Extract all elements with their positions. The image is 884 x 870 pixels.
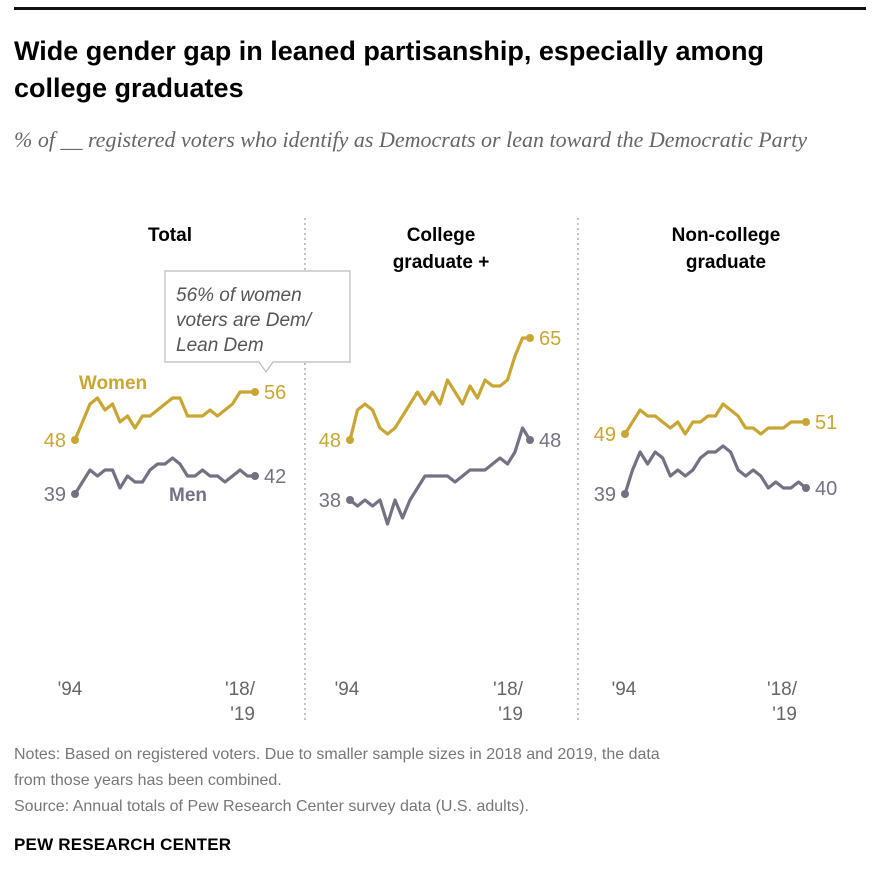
start-label-men-2: 38: [319, 490, 341, 512]
panel-title-2: graduate +: [393, 252, 490, 273]
callout-text-line-3: Lean Dem: [176, 335, 264, 356]
end-label-women-3: 51: [815, 412, 837, 434]
source-line: Source: Annual totals of Pew Research Ce…: [14, 798, 529, 815]
panel-title-3: Non-college: [672, 225, 781, 246]
start-label-men-3: 39: [594, 484, 616, 506]
series-line-men-2: [348, 426, 532, 526]
panel-title-2: College: [407, 225, 476, 246]
start-label-women-1: 48: [44, 430, 66, 452]
callout-box: [164, 270, 351, 374]
end-point-women-1: [251, 388, 259, 396]
series-line-men-3: [623, 444, 808, 496]
callout-text-line-1: 56% of women: [176, 285, 302, 306]
end-point-women-2: [526, 334, 534, 342]
start-label-men-1: 39: [44, 484, 66, 506]
panel-title-1: Total: [148, 225, 192, 246]
x-tick-label-start-1: '94: [58, 679, 83, 700]
start-point-men-3: [621, 490, 629, 498]
start-point-men-1: [71, 490, 79, 498]
x-tick-label-end-2: '18/: [493, 679, 524, 700]
x-tick-label-start-2: '94: [335, 679, 360, 700]
chart-subtitle: % of __ registered voters who identify a…: [14, 127, 808, 152]
x-tick-label-end-1: '18/: [225, 679, 256, 700]
x-tick-label-end-2: '19: [498, 704, 523, 725]
end-point-men-1: [251, 472, 259, 480]
x-tick-label-end-3: '19: [772, 704, 797, 725]
panel-title-3: graduate: [686, 252, 766, 273]
x-tick-label-end-1: '19: [230, 704, 255, 725]
notes: Notes: Based on registered voters. Due t…: [14, 742, 874, 820]
end-label-women-2: 65: [539, 328, 561, 350]
series-line-women-2: [348, 336, 532, 442]
top-rule: [14, 7, 866, 10]
brand-footer: PEW RESEARCH CENTER: [14, 835, 232, 854]
start-point-men-2: [346, 496, 354, 504]
start-point-women-2: [346, 436, 354, 444]
note-line-2: from those years has been combined.: [14, 772, 282, 789]
end-point-women-3: [802, 418, 810, 426]
series-line-women-3: [623, 402, 808, 436]
series-label-men: Men: [169, 485, 207, 506]
start-point-women-1: [71, 436, 79, 444]
end-label-men-1: 42: [264, 466, 286, 488]
x-tick-label-end-3: '18/: [767, 679, 798, 700]
note-line-1: Notes: Based on registered voters. Due t…: [14, 746, 660, 763]
start-label-women-3: 49: [594, 424, 616, 446]
end-label-men-2: 48: [539, 430, 561, 452]
end-label-men-3: 40: [815, 478, 837, 500]
series-label-women: Women: [79, 373, 147, 394]
start-point-women-3: [621, 430, 629, 438]
x-tick-label-start-3: '94: [612, 679, 637, 700]
end-label-women-1: 56: [264, 382, 286, 404]
series-line-women-1: [73, 390, 257, 442]
end-point-men-2: [526, 436, 534, 444]
start-label-women-2: 48: [319, 430, 341, 452]
chart-title: Wide gender gap in leaned partisanship, …: [14, 36, 764, 103]
end-point-men-3: [802, 484, 810, 492]
series-line-men-1: [73, 456, 257, 496]
callout-text-line-2: voters are Dem/: [176, 310, 313, 331]
